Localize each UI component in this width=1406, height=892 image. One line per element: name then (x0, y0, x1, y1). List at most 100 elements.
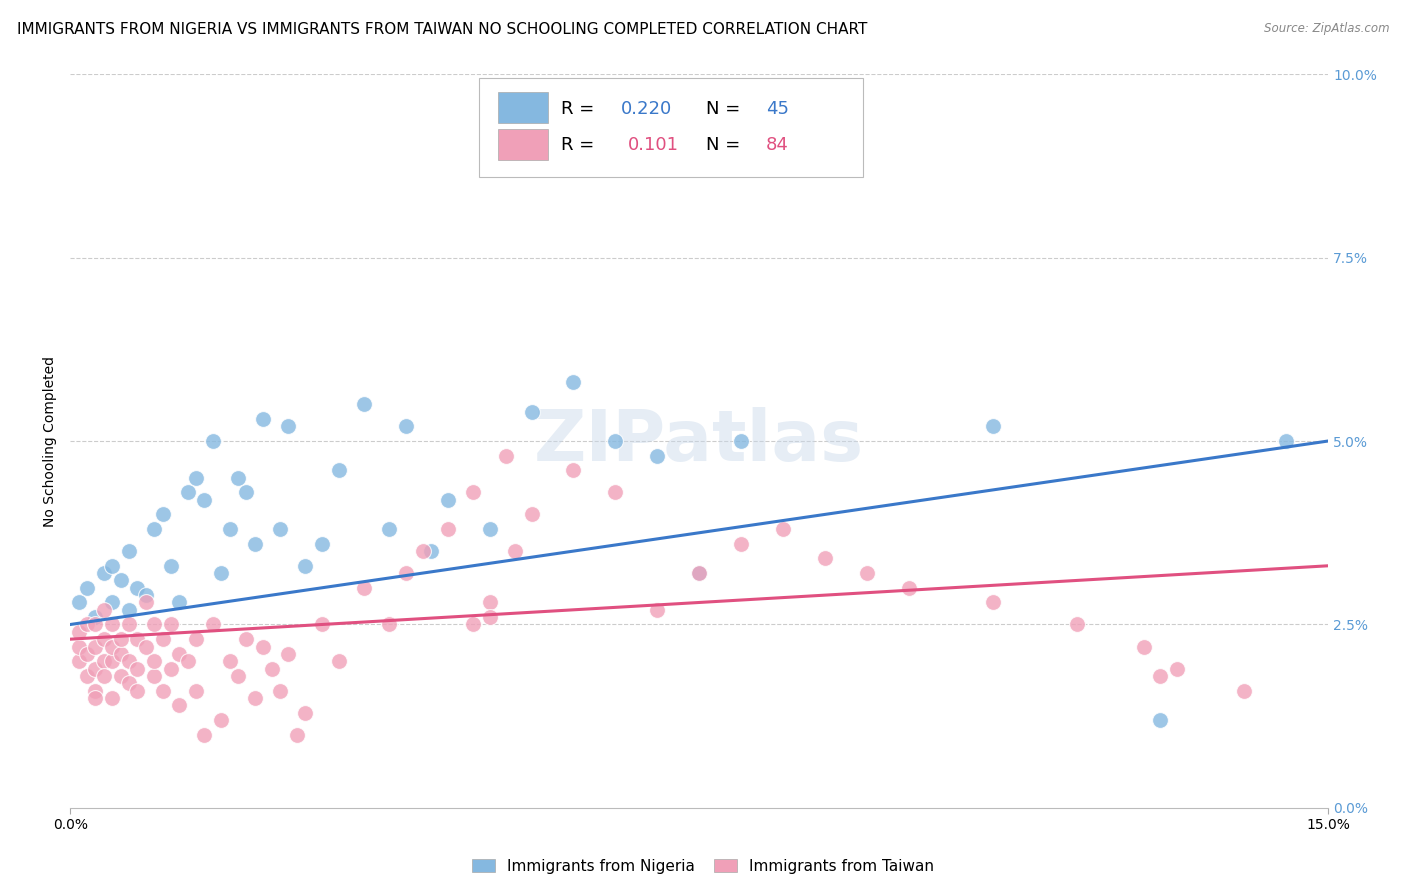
Point (235, 485, 257, 500)
Point (67, 624, 90, 639)
Point (193, 728, 215, 742)
Point (562, 376, 585, 390)
Text: 45: 45 (766, 100, 789, 118)
Point (118, 544, 141, 558)
Point (127, 683, 149, 698)
Point (201, 434, 224, 448)
Point (209, 713, 232, 727)
Point (201, 617, 224, 632)
Point (328, 654, 350, 668)
Point (84, 610, 107, 624)
Point (76, 581, 98, 595)
Point (395, 566, 418, 581)
Point (269, 683, 291, 698)
Point (495, 449, 517, 463)
Point (76, 617, 98, 632)
Point (605, 434, 627, 448)
Point (1149, 669, 1171, 683)
Point (269, 522, 291, 536)
Point (127, 581, 149, 595)
Point (226, 471, 249, 485)
Point (328, 463, 350, 477)
Point (243, 537, 266, 551)
Point (127, 661, 149, 675)
Point (772, 522, 794, 536)
Point (461, 617, 484, 632)
Text: N =: N = (706, 136, 745, 154)
Point (285, 728, 308, 742)
Point (688, 566, 710, 581)
Point (412, 544, 434, 558)
Point (353, 397, 375, 411)
Point (152, 632, 174, 647)
Point (93, 669, 115, 683)
Point (184, 683, 207, 698)
Point (1132, 640, 1154, 654)
Point (478, 610, 501, 624)
Point (110, 632, 132, 647)
Point (184, 471, 207, 485)
Point (184, 632, 207, 647)
Point (520, 404, 543, 418)
Point (277, 647, 299, 661)
Text: N =: N = (706, 100, 745, 118)
Point (169, 698, 191, 713)
Point (110, 574, 132, 588)
Point (562, 463, 585, 477)
Text: Source: ZipAtlas.com: Source: ZipAtlas.com (1264, 22, 1389, 36)
Point (277, 419, 299, 434)
Text: 0.101: 0.101 (627, 136, 679, 154)
Point (478, 522, 501, 536)
Point (294, 706, 316, 720)
Point (101, 558, 124, 573)
Point (76, 647, 98, 661)
Point (353, 581, 375, 595)
Text: R =: R = (561, 136, 606, 154)
Point (218, 654, 240, 668)
Point (152, 683, 174, 698)
Point (1166, 661, 1188, 675)
Point (67, 640, 90, 654)
Point (378, 617, 401, 632)
Point (84, 640, 107, 654)
Point (118, 603, 141, 617)
Point (252, 412, 274, 426)
Text: ZIPatlas: ZIPatlas (534, 407, 865, 475)
Point (226, 669, 249, 683)
Point (101, 690, 124, 705)
Point (252, 640, 274, 654)
Point (605, 485, 627, 500)
Point (177, 485, 200, 500)
Point (67, 595, 90, 609)
FancyBboxPatch shape (498, 93, 548, 123)
Point (143, 669, 166, 683)
Point (127, 632, 149, 647)
Point (981, 419, 1004, 434)
Point (84, 690, 107, 705)
Point (101, 654, 124, 668)
Point (243, 690, 266, 705)
Point (135, 595, 157, 609)
Point (118, 676, 141, 690)
Point (311, 617, 333, 632)
Point (110, 647, 132, 661)
Y-axis label: No Schooling Completed: No Schooling Completed (44, 356, 58, 526)
Point (311, 537, 333, 551)
FancyBboxPatch shape (479, 78, 863, 177)
Point (101, 617, 124, 632)
Point (688, 566, 710, 581)
Point (647, 449, 669, 463)
Point (84, 683, 107, 698)
Text: IMMIGRANTS FROM NIGERIA VS IMMIGRANTS FROM TAIWAN NO SCHOOLING COMPLETED CORRELA: IMMIGRANTS FROM NIGERIA VS IMMIGRANTS FR… (17, 22, 868, 37)
Point (118, 654, 141, 668)
Point (260, 661, 283, 675)
Text: R =: R = (561, 100, 600, 118)
Point (152, 508, 174, 522)
Point (177, 654, 200, 668)
Point (856, 566, 879, 581)
Point (193, 492, 215, 507)
Point (209, 566, 232, 581)
Point (478, 595, 501, 609)
Point (135, 588, 157, 602)
Point (143, 654, 166, 668)
